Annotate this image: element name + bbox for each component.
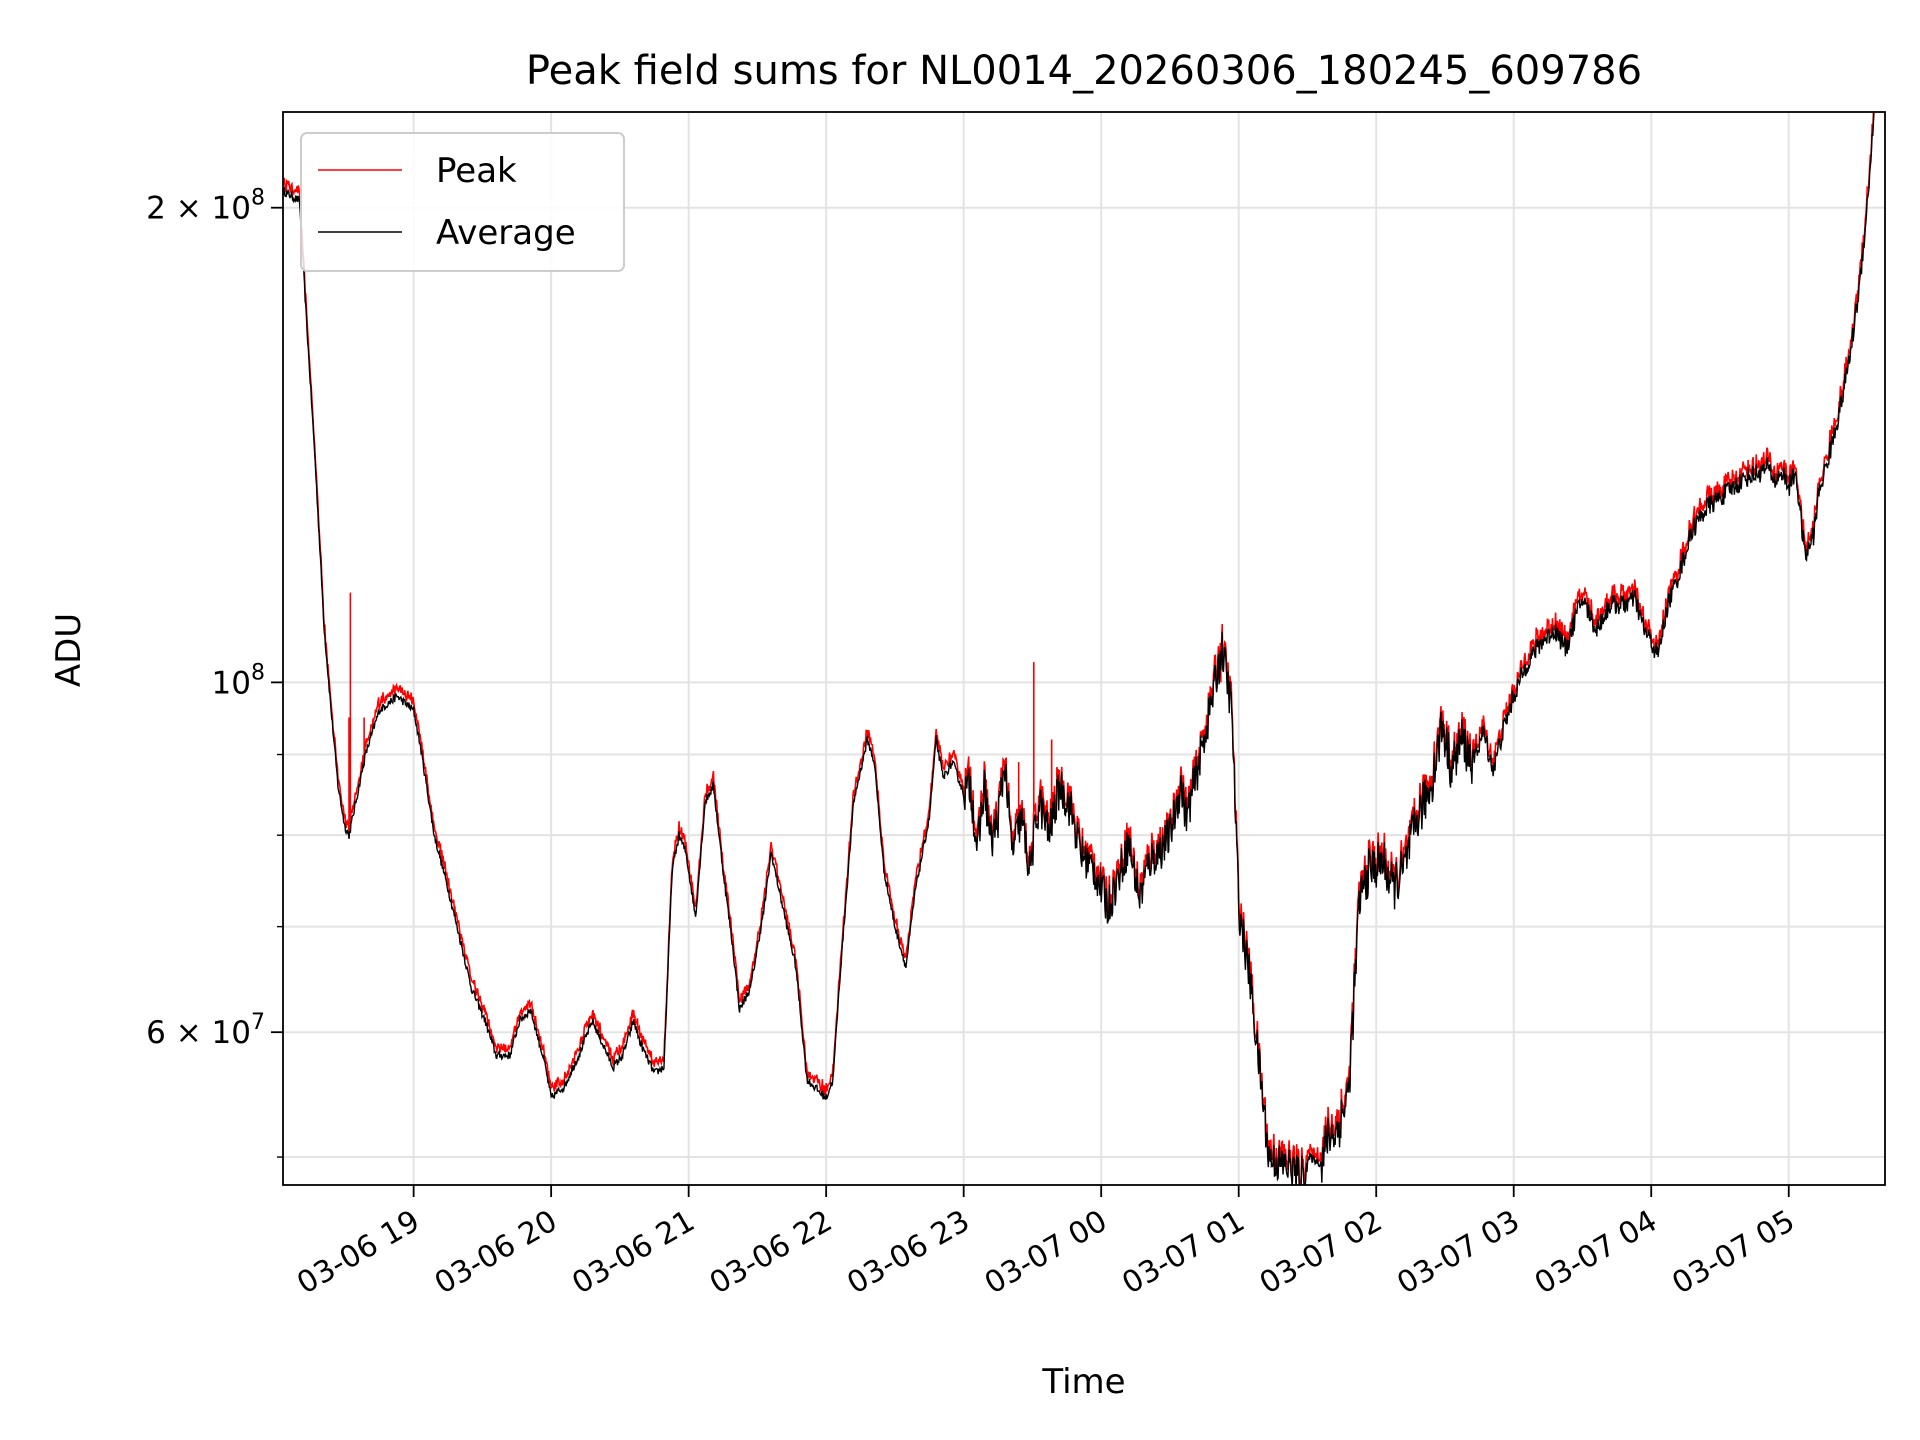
series-layer: [283, 112, 1875, 1185]
y-tick-label: 2 × 108: [146, 186, 265, 227]
y-tick-base: 10: [212, 665, 251, 701]
legend-label-average: Average: [436, 213, 576, 253]
series-line-average: [283, 112, 1875, 1185]
y-tick-exponent: 7: [251, 1010, 265, 1035]
x-axis-label: Time: [1041, 1362, 1125, 1402]
y-tick-base: 2 × 10: [146, 191, 251, 227]
legend-box: [300, 132, 625, 272]
y-axis-label: ADU: [49, 613, 89, 687]
y-tick-base: 6 × 10: [146, 1015, 251, 1051]
legend: Peak Average: [300, 132, 625, 272]
y-tick-exponent: 8: [251, 186, 265, 211]
y-tick-label: 108: [212, 660, 265, 701]
y-tick-exponent: 8: [251, 660, 265, 685]
plot-frame: [282, 111, 1886, 1186]
legend-label-peak: Peak: [436, 151, 517, 191]
series-line-peak: [283, 112, 1875, 1185]
chart-title: Peak field sums for NL0014_20260306_1802…: [526, 48, 1642, 94]
y-tick-label: 6 × 107: [146, 1010, 265, 1051]
